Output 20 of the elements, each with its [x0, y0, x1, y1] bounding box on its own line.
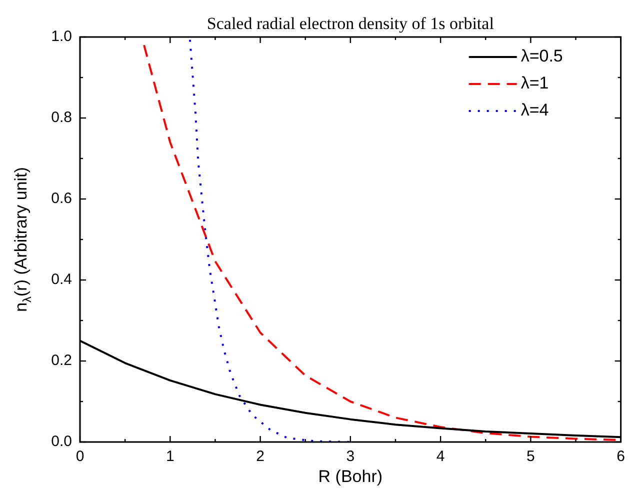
- y-tick-label: 0.8: [51, 109, 72, 126]
- y-axis-title: nλ(r) (Arbitrary unit): [12, 167, 34, 312]
- legend-label: λ=0.5: [520, 46, 563, 66]
- y-tick-label: 0.6: [51, 190, 72, 208]
- x-axis-title: R (Bohr): [318, 467, 383, 486]
- x-tick-label: 3: [346, 448, 355, 466]
- x-tick-label: 4: [436, 448, 445, 466]
- x-tick-label: 0: [76, 448, 84, 466]
- chart-title: Scaled radial electron density of 1s orbital: [206, 14, 494, 33]
- y-tick-label: 0.2: [51, 352, 72, 370]
- legend-label: λ=1: [520, 74, 549, 93]
- x-tick-label: 5: [526, 448, 535, 466]
- x-tick-label: 6: [616, 448, 625, 466]
- y-tick-label: 1.0: [51, 28, 72, 46]
- legend-label: λ=4: [520, 100, 549, 120]
- x-tick-label: 2: [256, 448, 264, 466]
- y-tick-label: 0.4: [51, 271, 72, 288]
- x-tick-label: 1: [166, 448, 174, 466]
- y-tick-label: 0.0: [51, 433, 72, 450]
- line-series: [188, 38, 352, 442]
